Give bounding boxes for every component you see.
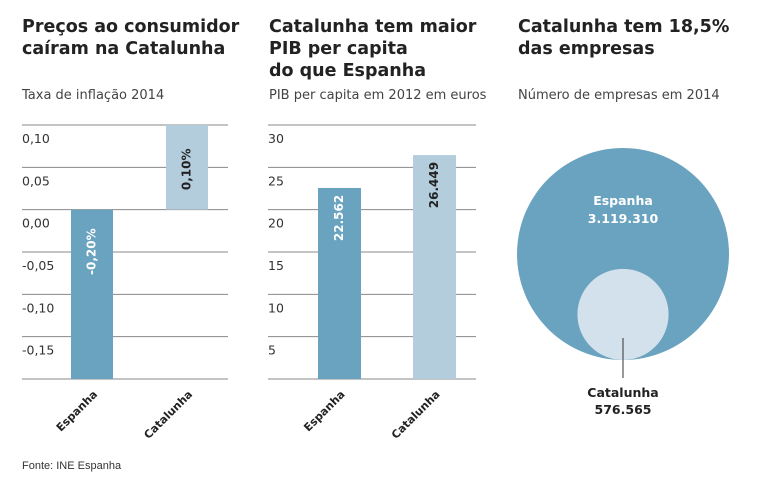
inflation-y-tick: 0,10 [22,131,50,146]
inflation-y-tick: -0,15 [22,343,54,358]
inflation-y-tick: -0,05 [22,258,54,273]
inflation-data-label: -0,20% [85,228,99,275]
gdp-title: Catalunha tem maior PIB per capita do qu… [269,16,476,82]
bubble-espanha-value: 3.119.310 [588,211,659,226]
companies-subtitle: Número de empresas em 2014 [518,88,720,103]
gdp-y-tick: 5 [268,343,276,358]
companies-title-line-2: das empresas [518,39,655,59]
gdp-data-label: 26.449 [427,162,441,208]
inflation-y-tick: 0,05 [22,173,50,188]
inflation-title-line-1: Preços ao consumidor [22,17,240,37]
gdp-panel: Catalunha tem maior PIB per capita do qu… [269,0,499,493]
gdp-y-tick: 15 [268,258,284,273]
bubble-catalunha [577,268,669,361]
gdp-category-label: Catalunha [389,388,443,442]
gdp-category-label: Espanha [301,388,347,434]
gdp-y-tick: 30 [268,131,284,146]
gdp-bar-espanha [318,187,361,379]
bubble-espanha [517,148,729,360]
bubble-espanha-name: Espanha [593,193,653,208]
inflation-bar-espanha [71,209,113,379]
gdp-y-tick: 20 [268,216,284,231]
companies-title-line-1: Catalunha tem 18,5% [518,17,730,37]
gdp-subtitle: PIB per capita em 2012 em euros [269,88,487,103]
gdp-title-line-2: PIB per capita [269,39,408,59]
companies-panel: Catalunha tem 18,5% das empresas Número … [518,0,753,493]
gdp-title-line-1: Catalunha tem maior [269,17,477,37]
inflation-y-tick: 0,00 [22,216,50,231]
gdp-y-tick: 25 [268,173,284,188]
inflation-category-label: Catalunha [141,388,195,442]
gdp-data-label: 22.562 [332,195,346,241]
inflation-y-tick: -0,10 [22,300,54,315]
inflation-category-label: Espanha [54,388,100,434]
inflation-panel: Preços ao consumidor caíram na Catalunha… [22,0,242,493]
gdp-y-tick: 10 [268,300,284,315]
inflation-bar-catalunha [166,125,208,210]
inflation-subtitle: Taxa de inflação 2014 [22,88,165,103]
gdp-title-line-3: do que Espanha [269,61,427,81]
bubble-catalunha-value: 576.565 [595,402,652,417]
inflation-title-line-2: caíram na Catalunha [22,39,226,59]
inflation-data-label: 0,10% [180,149,194,191]
inflation-title: Preços ao consumidor caíram na Catalunha [22,16,239,60]
companies-title: Catalunha tem 18,5% das empresas [518,16,729,60]
gdp-bar-catalunha [413,155,456,379]
bubble-catalunha-name: Catalunha [587,385,658,400]
source-note: Fonte: INE Espanha [22,460,122,472]
